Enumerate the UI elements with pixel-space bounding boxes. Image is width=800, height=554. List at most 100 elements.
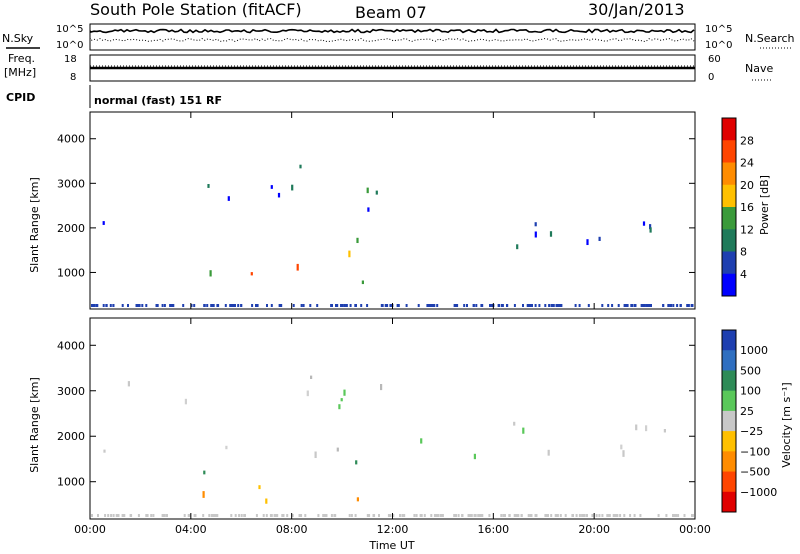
- echo-cell: [380, 384, 383, 391]
- echo-cell: [170, 304, 173, 307]
- colorbar-tick-label: −500: [740, 466, 770, 479]
- echo-cell: [667, 304, 670, 307]
- echo-cell: [552, 304, 555, 307]
- echo-cell: [423, 514, 426, 517]
- echo-cell: [417, 304, 420, 307]
- echo-cell: [117, 514, 120, 517]
- colorbar-tick-label: 4: [740, 268, 747, 281]
- date-label: 30/Jan/2013: [588, 0, 685, 19]
- station-title: South Pole Station (fitACF): [90, 0, 302, 19]
- colorbar-tick-label: −1000: [740, 486, 777, 499]
- echo-cell: [475, 304, 478, 307]
- echo-cell: [606, 514, 609, 517]
- echo-cell: [202, 514, 205, 517]
- echo-cell: [356, 497, 359, 502]
- y-tick-label: 4000: [57, 133, 85, 146]
- echo-cell: [227, 196, 230, 201]
- echo-cell: [161, 304, 164, 307]
- echo-cell: [623, 514, 626, 517]
- echo-cell: [210, 304, 213, 307]
- echo-cell: [657, 514, 660, 517]
- echo-cell: [547, 449, 550, 456]
- echo-cell: [206, 304, 209, 307]
- echo-cell: [145, 304, 148, 307]
- echo-cell: [672, 304, 675, 307]
- echo-cell: [472, 304, 475, 307]
- echo-cell: [578, 304, 581, 307]
- echo-cell: [645, 425, 648, 432]
- echo-cell: [238, 514, 241, 517]
- echo-cell: [310, 375, 313, 380]
- echo-cell: [595, 514, 598, 517]
- echo-cell: [551, 304, 553, 307]
- echo-cell: [97, 514, 99, 517]
- cpid-mode: normal (fast) 151 RF: [94, 94, 222, 107]
- x-tick-label: 08:00: [276, 523, 308, 536]
- echo-cell: [649, 224, 652, 230]
- echo-cell: [390, 304, 393, 307]
- echo-cell: [497, 304, 500, 307]
- echo-cell: [676, 304, 679, 307]
- echo-cell: [375, 190, 378, 195]
- echo-cell: [426, 304, 429, 307]
- echo-cell: [209, 270, 212, 277]
- echo-cell: [544, 514, 547, 517]
- echo-cell: [183, 514, 186, 517]
- echo-cell: [481, 304, 484, 307]
- echo-cell: [560, 304, 563, 307]
- colorbar-segment: [722, 140, 736, 163]
- echo-cell: [234, 514, 237, 517]
- echo-cell: [436, 304, 439, 307]
- echo-cell: [286, 514, 289, 517]
- colorbar-segment: [722, 229, 736, 252]
- echo-cell: [137, 514, 140, 517]
- echo-cell: [291, 184, 294, 191]
- echo-cell: [152, 514, 155, 517]
- colorbar-tick-label: 16: [740, 201, 754, 214]
- echo-cell: [513, 304, 516, 307]
- echo-cell: [586, 514, 588, 517]
- echo-cell: [473, 453, 476, 460]
- freq-left-tick-top: 18: [64, 54, 77, 65]
- echo-cell: [642, 221, 646, 226]
- echo-cell: [645, 304, 648, 307]
- echo-cell: [691, 304, 694, 307]
- echo-cell: [649, 304, 652, 307]
- echo-cell: [330, 514, 333, 517]
- nave-label: Nave: [745, 62, 773, 75]
- echo-cell: [635, 424, 638, 431]
- echo-cell: [300, 514, 303, 517]
- echo-cell: [163, 514, 165, 517]
- echo-cell: [340, 398, 343, 402]
- echo-cell: [598, 236, 601, 241]
- echo-cell: [194, 514, 197, 517]
- echo-cell: [467, 514, 470, 517]
- x-axis-label: Time UT: [368, 539, 414, 552]
- echo-cell: [429, 304, 432, 307]
- echo-cell: [431, 304, 434, 307]
- echo-cell: [109, 304, 112, 307]
- echo-cell: [163, 304, 166, 307]
- echo-cell: [531, 304, 533, 307]
- echo-cell: [623, 304, 626, 307]
- cpid-label: CPID: [6, 91, 35, 104]
- echo-cell: [366, 304, 369, 307]
- echo-cell: [322, 514, 325, 517]
- echo-cell: [270, 304, 273, 307]
- echo-cell: [643, 304, 646, 307]
- echo-cell: [619, 514, 622, 517]
- colorbar-segment: [722, 330, 736, 351]
- echo-cell: [309, 304, 312, 307]
- echo-cell: [258, 485, 261, 490]
- echo-cell: [202, 491, 205, 498]
- echo-cell: [224, 304, 227, 307]
- echo-cell: [341, 304, 344, 307]
- nsky-trace: [89, 28, 695, 34]
- echo-cell: [102, 221, 105, 225]
- colorbar-tick-label: 24: [740, 157, 754, 170]
- velocity-x-ticks: 00:00 04:00 08:00 12:00 16:00 20:00 00:00: [74, 318, 711, 536]
- echo-cell: [470, 514, 473, 517]
- echo-cell: [691, 514, 694, 517]
- colorbar-tick-label: −25: [740, 425, 763, 438]
- echo-cell: [389, 304, 392, 307]
